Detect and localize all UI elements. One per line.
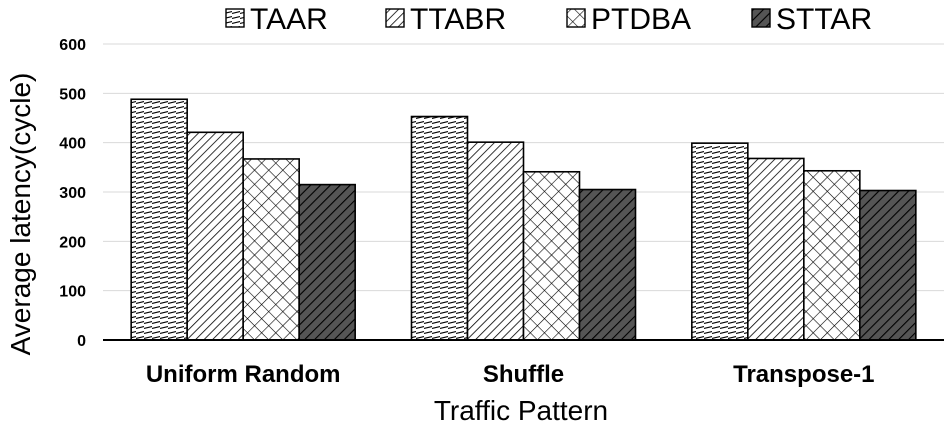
y-tick-label: 400 (59, 136, 86, 153)
bar-ptdba-0 (242, 158, 300, 341)
legend-swatch-taar (225, 8, 245, 28)
legend-swatch-ptdba (566, 8, 586, 28)
bar-ptdba-2 (803, 169, 861, 341)
bar-taar-2 (691, 142, 749, 341)
bar-ptdba-1 (522, 170, 581, 341)
category-labels: Uniform Random Shuffle Transpose-1 (146, 361, 875, 388)
bar-ttabr-1 (466, 141, 525, 341)
legend-label-sttar: STTAR (776, 3, 872, 36)
legend-swatch-ttabr (385, 8, 405, 28)
bars (130, 98, 917, 341)
y-axis-title: Average latency(cycle) (5, 73, 36, 356)
bar-sttar-2 (859, 189, 917, 341)
category-label: Uniform Random (146, 361, 341, 388)
x-axis-title: Traffic Pattern (434, 395, 608, 426)
legend: TAAR TTABR PTDBA STTAR (225, 3, 872, 36)
y-tick-label: 0 (77, 333, 86, 350)
legend-label-ptdba: PTDBA (591, 3, 691, 36)
y-tick-label: 200 (59, 234, 86, 251)
legend-swatch-sttar (751, 8, 771, 28)
category-label: Shuffle (483, 361, 564, 388)
y-tick-labels: 0 100 200 300 400 500 600 (59, 37, 86, 350)
bar-taar-0 (130, 98, 188, 341)
y-tick-label: 600 (59, 37, 86, 54)
legend-label-ttabr: TTABR (410, 3, 506, 36)
category-label: Transpose-1 (733, 361, 874, 388)
y-tick-label: 500 (59, 86, 86, 103)
legend-label-taar: TAAR (250, 3, 328, 36)
bar-sttar-1 (578, 188, 637, 341)
bar-ttabr-2 (747, 157, 805, 341)
bar-taar-1 (410, 115, 469, 341)
bar-sttar-0 (298, 183, 356, 341)
y-tick-label: 100 (59, 284, 86, 301)
bar-ttabr-0 (186, 131, 244, 341)
y-tick-label: 300 (59, 185, 86, 202)
